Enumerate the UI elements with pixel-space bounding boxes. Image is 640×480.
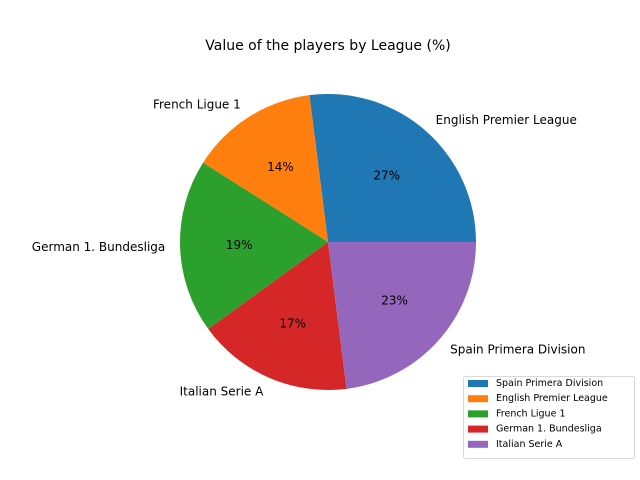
slice-label-english-premier-league: English Premier League (436, 113, 577, 127)
slice-label-german-1-bundesliga: German 1. Bundesliga (32, 240, 165, 254)
pie-slice-english-premier-league (309, 94, 476, 242)
legend-entries: Spain Primera Division English Premier Le… (468, 378, 608, 450)
pie-slice-french-ligue-1 (203, 95, 328, 242)
slice-percent-english-premier-league: 27% (373, 168, 400, 182)
legend-swatch-spain-primera-division (468, 380, 488, 387)
legend-swatch-italian-serie-a (468, 440, 488, 448)
legend-swatch-german-1-bundesliga (468, 425, 488, 433)
legend-label-french-ligue-1: French Ligue 1 (496, 408, 566, 419)
chart-title: Value of the players by League (%) (205, 38, 450, 54)
legend-label-german-1-bundesliga: German 1. Bundesliga (496, 424, 602, 435)
legend-label-english-premier-league: English Premier League (496, 393, 608, 404)
slice-label-french-ligue-1: French Ligue 1 (153, 98, 241, 112)
pie-slice-labels: English Premier League French Ligue 1 Germ… (32, 98, 586, 399)
legend-frame (463, 376, 635, 459)
slice-percent-german-1-bundesliga: 19% (226, 238, 253, 252)
pie-slice-german-1-bundesliga (180, 162, 328, 329)
legend-swatch-english-premier-league (468, 395, 488, 403)
slice-percent-spain-primera-division: 23% (381, 294, 408, 308)
legend-swatch-french-ligue-1 (468, 410, 488, 418)
legend-label-spain-primera-division: Spain Primera Division (496, 378, 603, 389)
legend: Spain Primera Division English Premier Le… (463, 376, 635, 459)
slice-label-spain-primera-division: Spain Primera Division (450, 343, 585, 357)
pie-slice-italian-serie-a (208, 242, 347, 390)
slice-percent-italian-serie-a: 17% (279, 316, 306, 330)
slice-label-italian-serie-a: Italian Serie A (180, 384, 265, 398)
pie-slice-spain-primera-division (328, 242, 476, 389)
legend-label-italian-serie-a: Italian Serie A (496, 439, 563, 450)
slice-percent-french-ligue-1: 14% (267, 160, 294, 174)
pie-percent-labels: 27% 14% 19% 17% 23% (226, 160, 408, 330)
pie-slices (180, 94, 476, 390)
